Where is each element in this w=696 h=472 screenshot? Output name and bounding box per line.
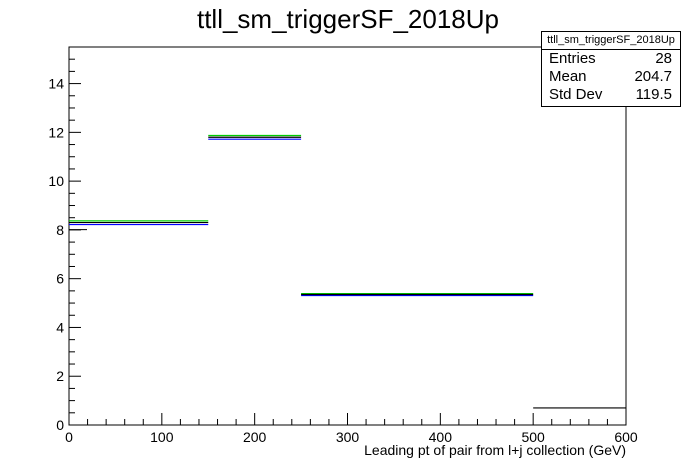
x-tick-label: 0 — [65, 429, 73, 445]
y-tick-label: 10 — [48, 173, 64, 189]
y-tick-label: 12 — [48, 124, 64, 140]
y-tick-label: 0 — [56, 417, 64, 433]
mean-value: 204.7 — [634, 68, 672, 85]
x-axis-label: Leading pt of pair from l+j collection (… — [364, 442, 626, 458]
y-tick-label: 6 — [56, 271, 64, 287]
mean-label: Mean — [549, 68, 587, 85]
stats-row-entries: Entries 28 — [542, 50, 680, 68]
stats-row-mean: Mean 204.7 — [542, 68, 680, 86]
stats-box: ttll_sm_triggerSF_2018Up Entries 28 Mean… — [541, 31, 681, 107]
stats-row-std: Std Dev 119.5 — [542, 86, 680, 104]
std-value: 119.5 — [635, 86, 672, 103]
x-tick-label: 200 — [243, 429, 267, 445]
y-tick-label: 2 — [56, 368, 64, 384]
chart-title: ttll_sm_triggerSF_2018Up — [196, 4, 500, 34]
x-tick-label: 300 — [336, 429, 360, 445]
x-tick-label: 500 — [521, 429, 545, 445]
y-tick-label: 8 — [56, 222, 64, 238]
x-tick-label: 600 — [614, 429, 638, 445]
entries-label: Entries — [549, 50, 596, 67]
y-tick-label: 4 — [56, 319, 64, 335]
x-tick-label: 400 — [429, 429, 453, 445]
stats-title: ttll_sm_triggerSF_2018Up — [542, 32, 680, 50]
std-label: Std Dev — [549, 86, 603, 103]
y-tick-label: 14 — [48, 76, 64, 92]
entries-value: 28 — [655, 50, 672, 67]
x-tick-label: 100 — [150, 429, 174, 445]
